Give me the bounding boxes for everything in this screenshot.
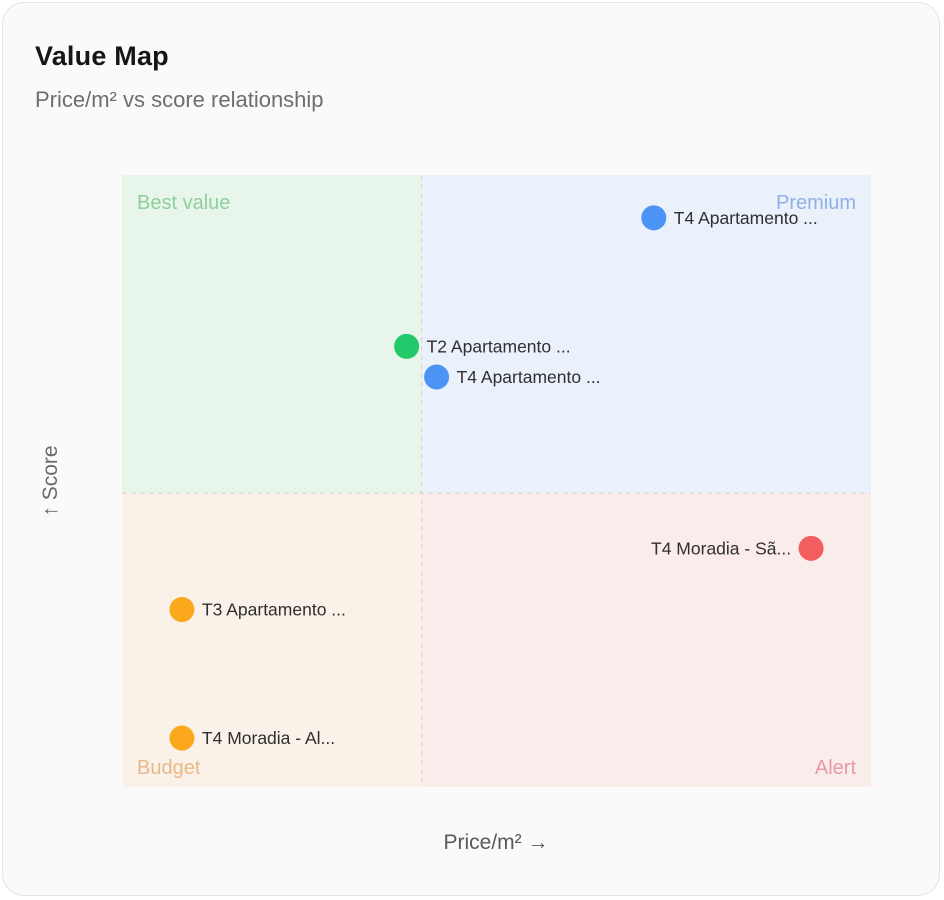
data-point-1 bbox=[641, 205, 667, 231]
data-point-label-5: T3 Apartamento ... bbox=[202, 600, 346, 620]
x-axis-label: Price/m² → bbox=[443, 831, 549, 854]
data-point-3 bbox=[424, 364, 450, 390]
quadrant-best bbox=[122, 175, 422, 494]
quadrant-premium bbox=[421, 175, 871, 494]
data-point-label-4: T4 Moradia - Sã... bbox=[651, 538, 791, 558]
chart-subtitle: Price/m² vs score relationship bbox=[35, 87, 324, 112]
quadrant-label-alert: Alert bbox=[815, 757, 857, 779]
quadrant-label-best: Best value bbox=[137, 192, 230, 214]
y-axis-label: ↑ Score bbox=[39, 445, 62, 517]
data-point-4 bbox=[798, 535, 824, 561]
data-point-6 bbox=[169, 725, 195, 751]
data-point-5 bbox=[169, 597, 195, 623]
data-point-label-2: T2 Apartamento ... bbox=[427, 336, 571, 356]
quadrant-label-premium: Premium bbox=[776, 192, 856, 214]
chart-title: Value Map bbox=[35, 41, 169, 71]
data-point-label-6: T4 Moradia - Al... bbox=[202, 728, 335, 748]
quadrant-label-budget: Budget bbox=[137, 757, 201, 779]
data-point-label-1: T4 Apartamento ... bbox=[674, 208, 818, 228]
quadrant-alert bbox=[421, 493, 871, 787]
data-point-2 bbox=[394, 333, 420, 359]
data-point-label-3: T4 Apartamento ... bbox=[457, 367, 601, 387]
